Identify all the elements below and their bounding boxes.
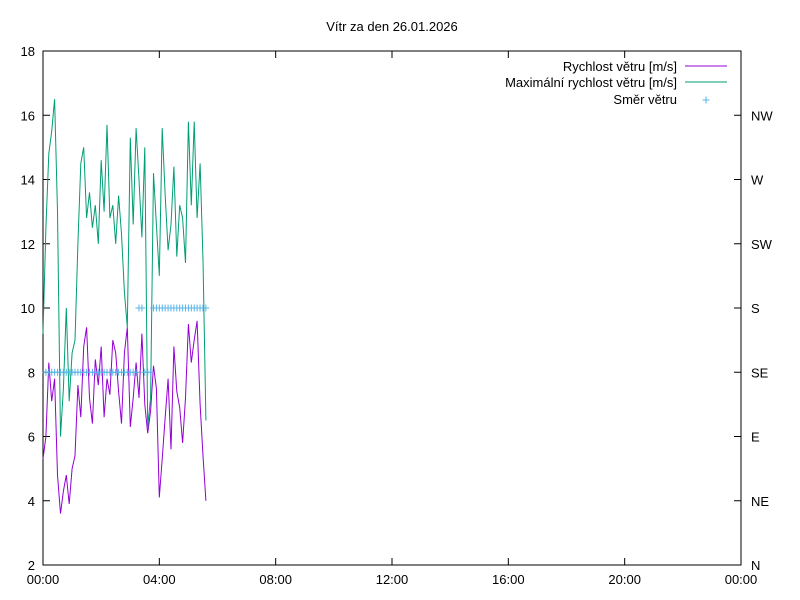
y-tick-label: 16 (21, 108, 35, 123)
series-line-0 (42, 320, 207, 514)
x-axis: 00:00 04:00 08:00 12:00 16:00 20:00 00:00 (27, 51, 758, 587)
y-tick-label: 14 (21, 173, 35, 188)
y-axis-left: 2 4 6 8 10 12 14 16 18 (21, 44, 50, 573)
x-tick-label: 12:00 (376, 572, 409, 587)
x-tick-label: 20:00 (608, 572, 641, 587)
x-tick-label: 00:00 (725, 572, 758, 587)
direction-point (138, 304, 146, 312)
y2-tick-label: NE (751, 494, 769, 509)
series-line-1 (42, 99, 207, 437)
legend-entry-gust: Maximální rychlost větru [m/s] (505, 75, 727, 90)
y-tick-label: 12 (21, 237, 35, 252)
legend-label-speed: Rychlost větru [m/s] (563, 59, 677, 74)
direction-point (147, 368, 155, 376)
y-tick-label: 8 (28, 365, 35, 380)
legend-label-direction: Směr větru (613, 92, 677, 107)
y2-tick-label: W (751, 173, 764, 188)
y2-tick-label: N (751, 558, 760, 573)
y-tick-label: 6 (28, 430, 35, 445)
y2-tick-label: SW (751, 237, 773, 252)
legend-entry-speed: Rychlost větru [m/s] (563, 59, 727, 74)
y-tick-label: 10 (21, 301, 35, 316)
y2-tick-label: E (751, 430, 760, 445)
x-tick-label: 00:00 (27, 572, 60, 587)
y-tick-label: 2 (28, 558, 35, 573)
direction-point (202, 304, 210, 312)
legend: Rychlost větru [m/s] Maximální rychlost … (505, 59, 727, 107)
legend-swatch-direction (702, 96, 710, 104)
legend-entry-direction: Směr větru (613, 92, 710, 107)
legend-label-gust: Maximální rychlost větru [m/s] (505, 75, 677, 90)
chart-title: Vítr za den 26.01.2026 (326, 19, 458, 34)
y2-tick-label: NW (751, 108, 773, 123)
x-tick-label: 16:00 (492, 572, 525, 587)
y-axis-right: N NE E SE S SW W NW (734, 108, 773, 573)
direction-point (132, 368, 140, 376)
plot-frame (42, 50, 742, 566)
y2-tick-label: SE (751, 365, 769, 380)
y2-tick-label: S (751, 301, 760, 316)
y-tick-label: 4 (28, 494, 35, 509)
x-tick-label: 04:00 (143, 572, 176, 587)
series-layer (42, 99, 210, 514)
y-tick-label: 18 (21, 44, 35, 59)
x-tick-label: 08:00 (259, 572, 292, 587)
